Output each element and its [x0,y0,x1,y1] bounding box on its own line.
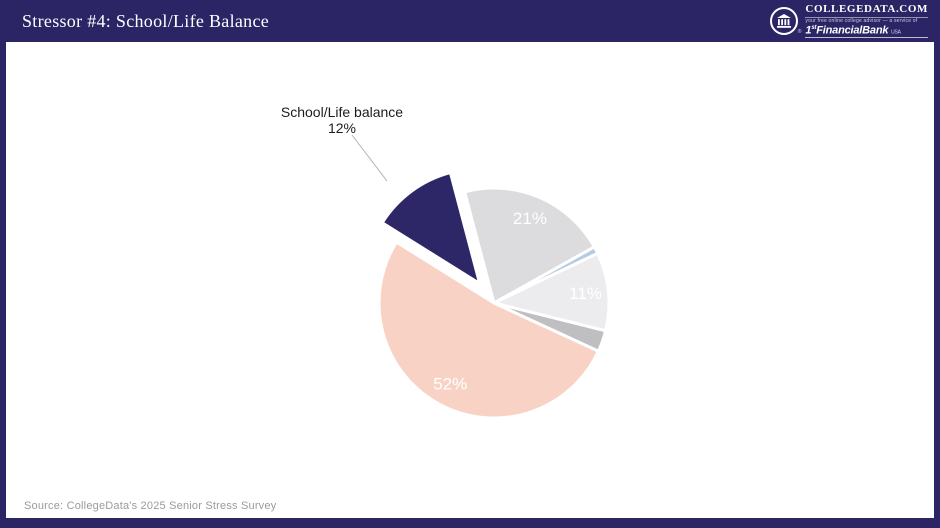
exploded-slice-callout: School/Life balance 12% [252,104,432,136]
slide-content-panel [6,42,934,518]
source-note: Source: CollegeData's 2025 Senior Stress… [24,500,277,512]
registered-mark: ® [797,29,802,35]
bank-building-icon: ® [770,7,801,35]
collegedata-logo: ® CollegeData.com your free online colle… [770,2,932,39]
callout-percent-label: 12% [327,120,357,136]
logo-tagline: your free online college advisor — a ser… [805,16,928,24]
callout-category-label: School/Life balance [280,104,404,120]
logo-text-block: CollegeData.com your free online college… [805,2,928,39]
logo-bank-name: 1stFinancialBank USA [805,25,928,39]
header-bar: Stressor #4: School/Life Balance ® Colle… [0,0,940,42]
slide-title: Stressor #4: School/Life Balance [22,10,270,31]
logo-brand-name: CollegeData.com [805,2,928,15]
